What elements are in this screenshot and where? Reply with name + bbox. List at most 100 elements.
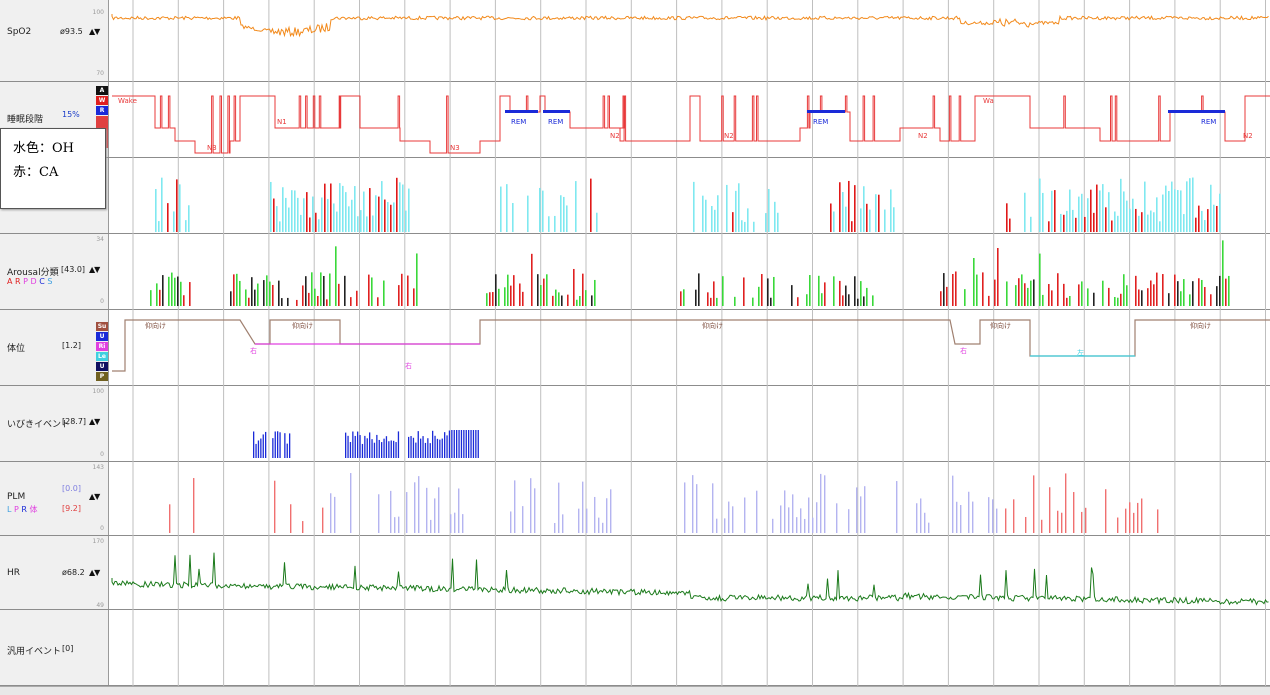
- arousal-bar: [734, 296, 736, 306]
- snore-bar: [460, 430, 463, 458]
- snore-bar: [468, 430, 470, 458]
- resp-event-bar: [297, 197, 299, 232]
- resp-event-bar: [1042, 192, 1044, 232]
- arousal-bar: [254, 289, 256, 306]
- arousal-bar: [1066, 297, 1068, 306]
- plm-bar: [438, 487, 440, 533]
- resp-event-bar: [711, 206, 713, 232]
- spo2-scale-bottom: 70: [96, 70, 104, 77]
- resp-event-bar: [1210, 184, 1212, 232]
- arousal-bar: [1102, 280, 1104, 306]
- resp-event-bar: [1213, 204, 1215, 232]
- resp-event-bar: [342, 185, 344, 232]
- stage-badge-w: W: [96, 96, 108, 105]
- resp-event-bar: [1195, 217, 1197, 232]
- arousal-bar: [1117, 297, 1119, 306]
- plm-bar: [322, 507, 324, 533]
- hr-scale-bottom: 49: [96, 602, 104, 609]
- plm-bar: [800, 508, 802, 533]
- respiratory-row: [0, 158, 1270, 234]
- resp-event-bar: [315, 212, 317, 232]
- resp-event-bar: [539, 187, 541, 232]
- resp-event-bar: [732, 212, 734, 232]
- general-event-label: 汎用イベント: [7, 647, 62, 657]
- snore-bar: [477, 430, 479, 458]
- resp-event-bar: [384, 199, 386, 232]
- plm-bar: [972, 501, 974, 533]
- resp-event-bar: [306, 192, 308, 232]
- plm-bar: [1081, 511, 1083, 533]
- snore-bar: [376, 434, 378, 458]
- arousal-scale-arrows[interactable]: ▲▼: [89, 265, 100, 274]
- snore-bar: [444, 432, 446, 458]
- resp-event-bar: [726, 184, 728, 232]
- resp-event-bar: [717, 195, 719, 232]
- pos-badge-u2: U: [96, 362, 108, 371]
- snore-bar: [410, 436, 412, 458]
- snore-bar: [451, 430, 453, 458]
- resp-event-bar: [1006, 203, 1008, 232]
- resp-event-bar: [354, 186, 356, 232]
- position-label: 仰向け: [292, 321, 313, 330]
- plm-scale-arrows[interactable]: ▲▼: [89, 492, 100, 501]
- arousal-bar: [943, 273, 945, 306]
- plm-bar: [808, 497, 810, 533]
- snore-scale-arrows[interactable]: ▲▼: [89, 417, 100, 426]
- resp-event-bar: [735, 190, 737, 232]
- arousal-bar: [946, 286, 948, 306]
- arousal-bar: [344, 275, 346, 306]
- hr-scale-arrows[interactable]: ▲▼: [89, 568, 100, 577]
- arousal-bar: [251, 277, 253, 306]
- snore-bar: [420, 438, 422, 458]
- resp-event-bar: [1177, 190, 1179, 232]
- plm-bar: [864, 486, 866, 533]
- arousal-bar: [824, 282, 826, 306]
- arousal-bar: [180, 281, 182, 306]
- resp-event-bar: [1141, 212, 1143, 232]
- snore-row: いびきイベント [28.7] ▲▼ 100 0: [0, 386, 1270, 462]
- snore-bar: [448, 430, 451, 458]
- resp-event-bar: [1216, 205, 1218, 232]
- plm-bar: [522, 506, 524, 533]
- snore-bar: [366, 438, 368, 458]
- plm-bar: [169, 504, 171, 533]
- arousal-bar: [278, 280, 280, 306]
- position-trace: [112, 319, 1270, 372]
- resp-event-bar: [1078, 196, 1080, 232]
- arousal-bar: [287, 297, 289, 306]
- resp-event-bar: [563, 196, 565, 232]
- resp-event-bar: [714, 209, 716, 232]
- plm-bar: [684, 482, 686, 533]
- plm-bar: [788, 507, 790, 533]
- resp-event-bar: [851, 221, 853, 232]
- plm-bar: [1105, 489, 1107, 533]
- arousal-bar: [680, 291, 682, 306]
- stage-label: Wake: [118, 97, 137, 105]
- snore-bar: [439, 439, 441, 458]
- snore-bar: [417, 431, 419, 458]
- resp-event-bar: [167, 203, 169, 232]
- resp-event-bar: [270, 181, 272, 232]
- snore-bar: [289, 433, 291, 458]
- time-scrollbar[interactable]: [0, 686, 1270, 695]
- sleep-stage-label: 睡眠段階: [7, 115, 44, 125]
- hr-value: ø68.2: [62, 568, 85, 577]
- stage-label: REM: [813, 118, 828, 126]
- spo2-scale-arrows[interactable]: ▲▼: [89, 27, 100, 36]
- snore-bar: [345, 432, 347, 458]
- plm-scale-top: 143: [92, 464, 104, 471]
- arousal-bar: [236, 273, 238, 306]
- arousal-bar: [839, 280, 841, 306]
- resp-event-bar: [848, 180, 850, 232]
- plm-bar: [996, 508, 998, 533]
- plm-bar: [956, 501, 958, 533]
- resp-event-bar: [512, 203, 514, 232]
- resp-event-bar: [366, 216, 368, 232]
- snore-bar: [274, 431, 276, 458]
- resp-event-bar: [1171, 181, 1173, 232]
- plm-bar: [920, 498, 922, 533]
- resp-event-bar: [890, 189, 892, 232]
- plm-bar: [820, 473, 822, 533]
- stage-label: Wa: [983, 97, 994, 105]
